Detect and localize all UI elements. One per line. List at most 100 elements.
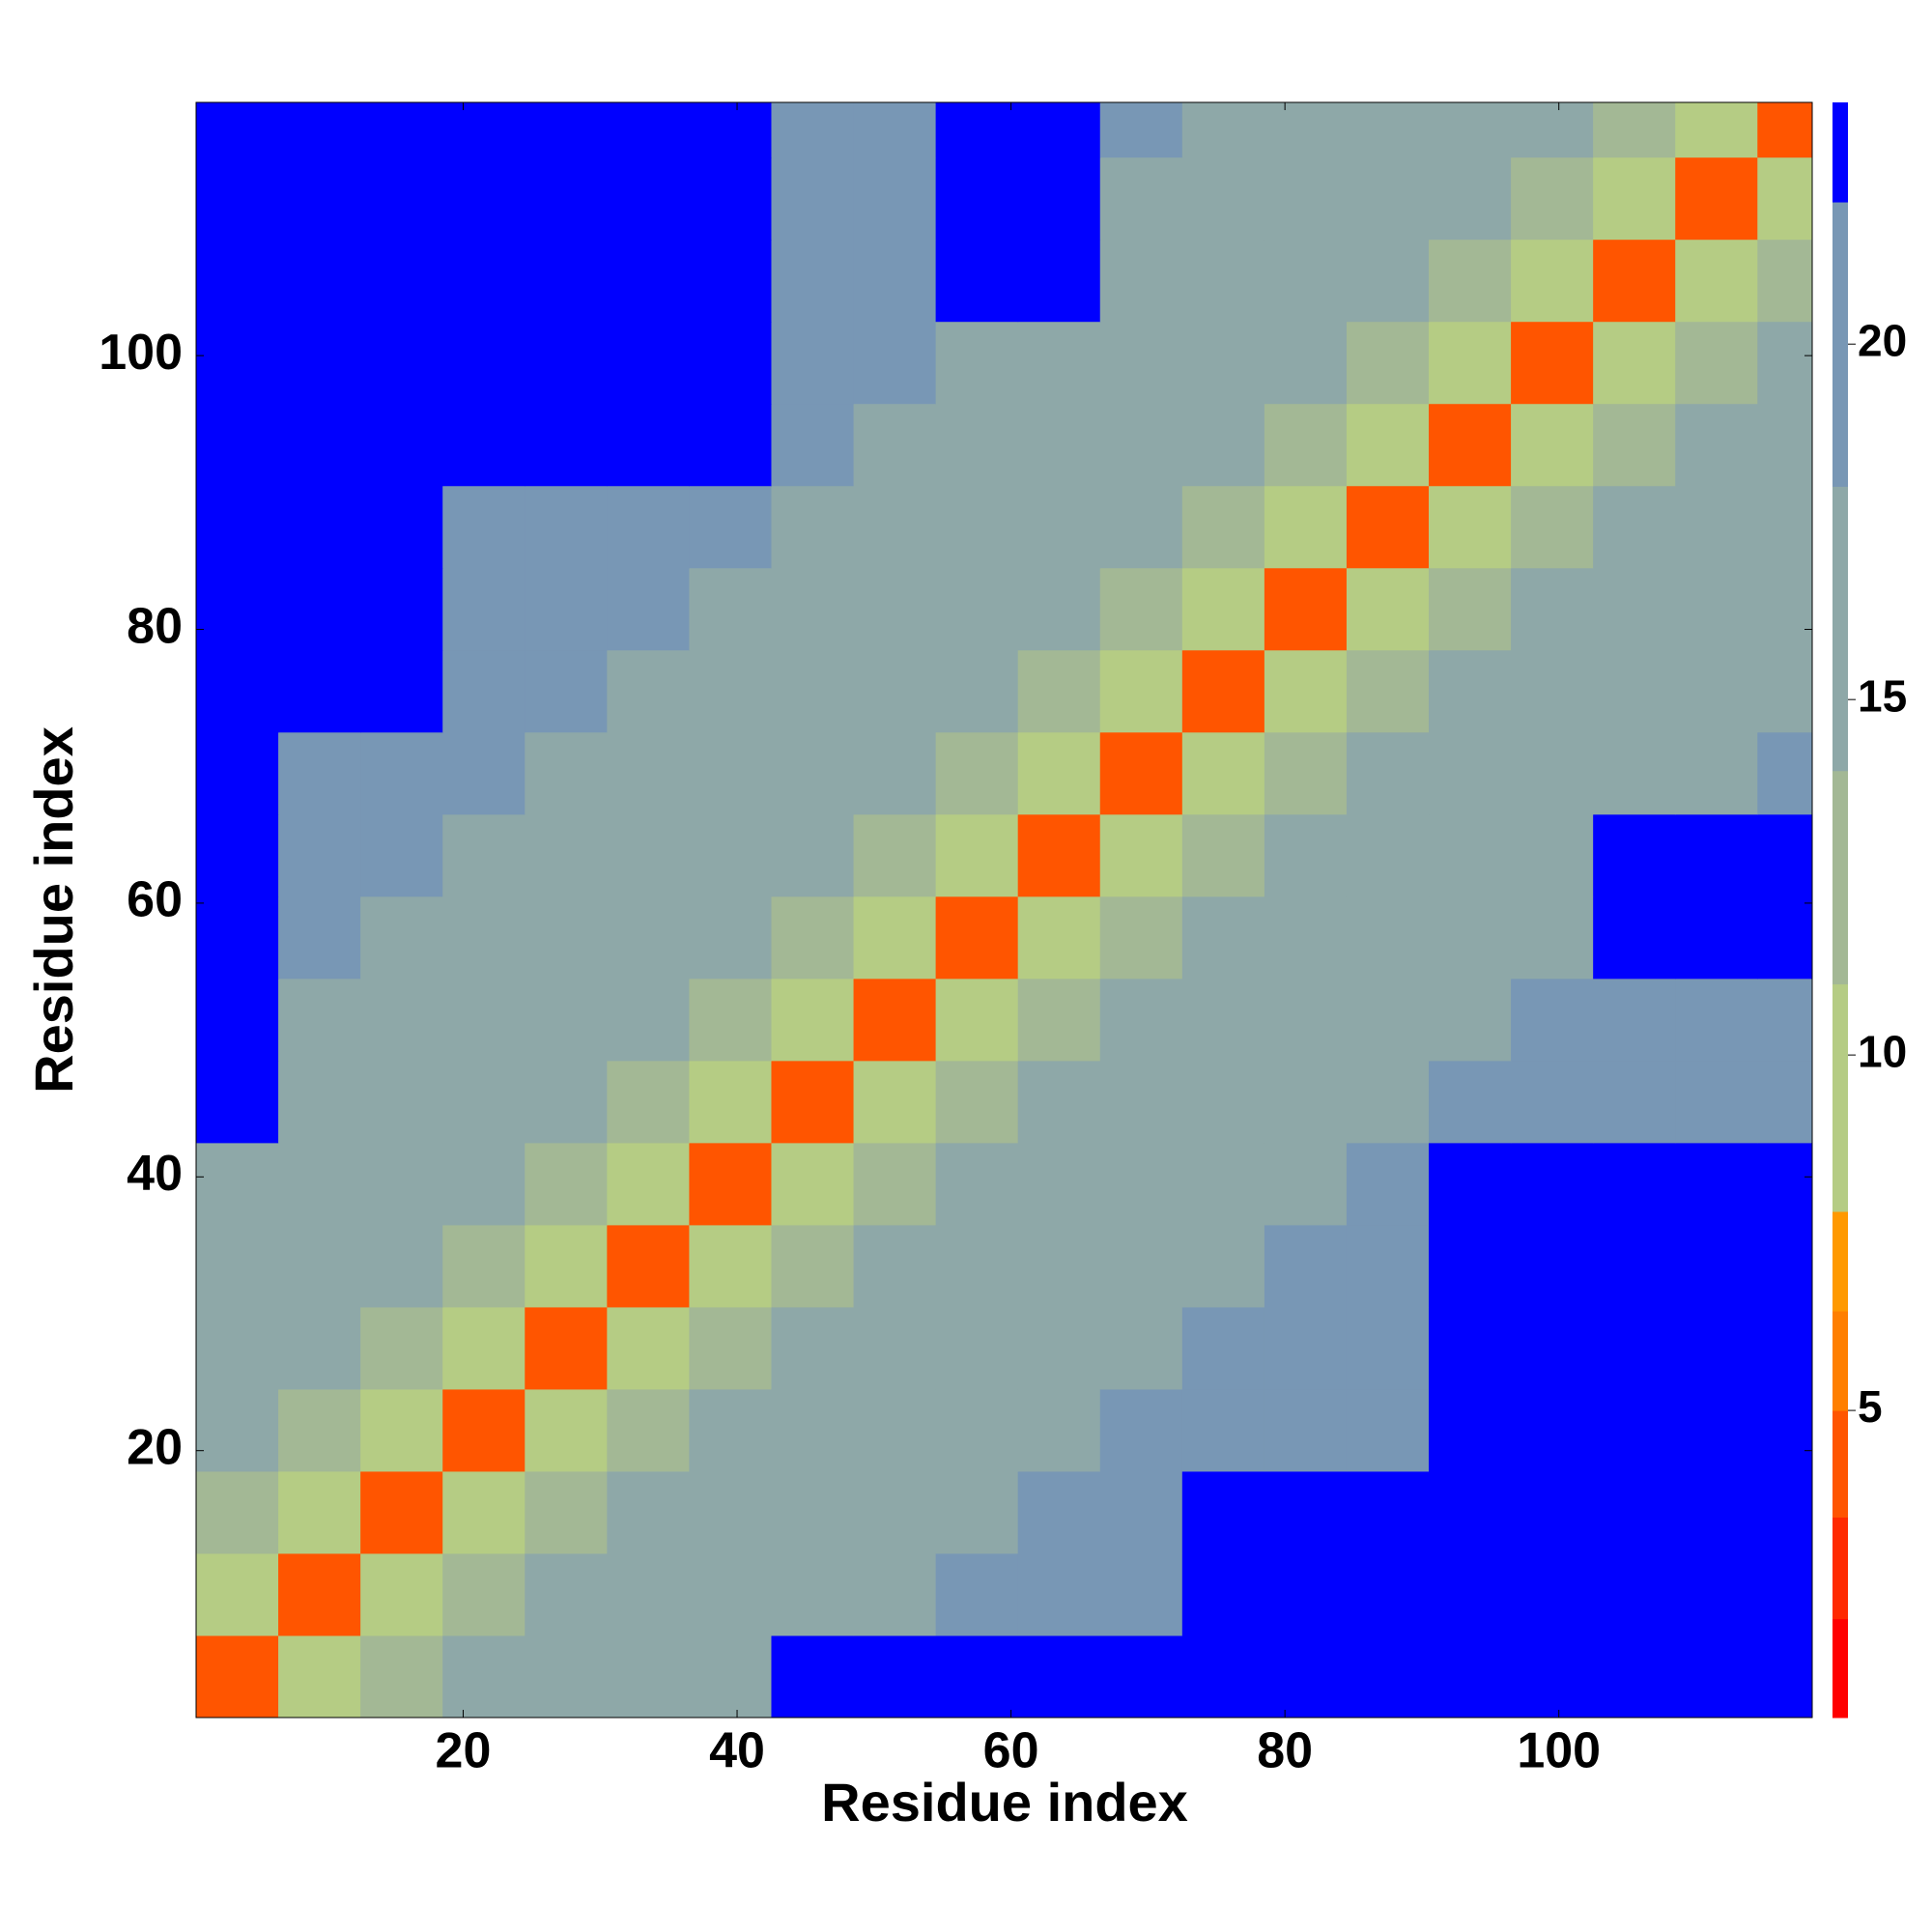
heatmap-cell <box>935 485 1019 569</box>
heatmap-cell <box>1429 567 1512 651</box>
heatmap-cell <box>689 731 772 815</box>
heatmap-cell <box>1346 403 1430 487</box>
heatmap-cell <box>853 1470 937 1554</box>
heatmap-cell <box>771 321 855 405</box>
heatmap-cell <box>196 156 279 241</box>
heatmap-cell <box>1593 156 1676 241</box>
heatmap-cell <box>1757 813 1813 897</box>
heatmap-cell <box>1099 239 1183 323</box>
heatmap-cell <box>1675 1552 1758 1636</box>
heatmap-cell <box>853 895 937 980</box>
heatmap-cell <box>1017 731 1101 815</box>
x-tick-label: 60 <box>983 1723 1039 1779</box>
heatmap-cell <box>853 1634 937 1719</box>
heatmap-cell <box>1017 1224 1101 1308</box>
heatmap-cell <box>196 731 279 815</box>
heatmap-cell <box>442 321 526 405</box>
heatmap-cell <box>1511 649 1594 733</box>
heatmap-cell <box>1017 567 1101 651</box>
heatmap-cell <box>1511 567 1594 651</box>
colorbar-segment <box>1833 1618 1848 1719</box>
heatmap-cell <box>935 978 1019 1062</box>
heatmap-cell <box>360 895 443 980</box>
heatmap-cell <box>1346 321 1430 405</box>
heatmap-cell <box>1099 978 1183 1062</box>
heatmap-cell <box>278 978 361 1062</box>
heatmap-cell <box>1757 102 1813 158</box>
heatmap-cell <box>1757 567 1813 651</box>
heatmap-cell <box>1429 1224 1512 1308</box>
heatmap-cell <box>853 485 937 569</box>
x-tick-label: 100 <box>1517 1723 1601 1779</box>
heatmap-cell <box>525 895 608 980</box>
heatmap-cell <box>1181 567 1265 651</box>
x-tick-label: 80 <box>1257 1723 1313 1779</box>
heatmap-cell <box>360 813 443 897</box>
heatmap-cell <box>1429 978 1512 1062</box>
colorbar-tick-label: 20 <box>1858 315 1907 365</box>
heatmap-cell <box>689 321 772 405</box>
heatmap-cell <box>1675 978 1758 1062</box>
heatmap-cell <box>360 485 443 569</box>
heatmap-cell <box>935 403 1019 487</box>
heatmap-cell <box>771 102 855 158</box>
heatmap-cell <box>1181 1060 1265 1144</box>
heatmap-cell <box>1593 485 1676 569</box>
colorbar-tick-label: 10 <box>1858 1026 1907 1076</box>
colorbar-tick-label: 5 <box>1858 1381 1883 1432</box>
heatmap-cell <box>442 1142 526 1226</box>
heatmap-cell <box>1099 813 1183 897</box>
heatmap-cell <box>1264 1224 1348 1308</box>
heatmap-cell <box>360 1552 443 1636</box>
heatmap-cell <box>442 1224 526 1308</box>
heatmap-cell <box>278 321 361 405</box>
heatmap-cell <box>1675 1470 1758 1554</box>
heatmap-cell <box>360 1634 443 1719</box>
heatmap-cell <box>442 1388 526 1472</box>
heatmap-cell <box>525 102 608 158</box>
heatmap-cell <box>196 485 279 569</box>
colorbar-segment <box>1833 983 1848 1212</box>
heatmap-cell <box>1264 978 1348 1062</box>
heatmap-cell <box>525 1224 608 1308</box>
heatmap-cell <box>1346 1142 1430 1226</box>
heatmap-cell <box>1593 567 1676 651</box>
colorbar-tick-label: 15 <box>1858 670 1907 721</box>
heatmap-cell <box>1675 1142 1758 1226</box>
y-axis-label: Residue index <box>23 726 84 1094</box>
heatmap-cell <box>1757 1224 1813 1308</box>
heatmap-cell <box>1511 813 1594 897</box>
heatmap-cell <box>607 156 690 241</box>
heatmap-cell <box>1346 1060 1430 1144</box>
heatmap-cell <box>1593 1552 1676 1636</box>
heatmap-cell <box>853 731 937 815</box>
heatmap-cell <box>771 1306 855 1390</box>
heatmap-cell <box>442 485 526 569</box>
heatmap-cell <box>771 649 855 733</box>
heatmap-cell <box>935 1060 1019 1144</box>
heatmap-cell <box>935 1470 1019 1554</box>
heatmap-cell <box>196 649 279 733</box>
heatmap-cell <box>196 1388 279 1472</box>
heatmap-cell <box>935 567 1019 651</box>
heatmap-cell <box>442 1470 526 1554</box>
heatmap-cell <box>278 1552 361 1636</box>
heatmap-cell <box>1429 1142 1512 1226</box>
heatmap-cell <box>1264 1634 1348 1719</box>
heatmap-cell <box>442 895 526 980</box>
heatmap-cell <box>1017 1634 1101 1719</box>
heatmap-cell <box>1757 1388 1813 1472</box>
heatmap-cell <box>525 1306 608 1390</box>
heatmap-cell <box>1757 895 1813 980</box>
heatmap-cell <box>689 978 772 1062</box>
y-tick-label: 20 <box>127 1419 183 1475</box>
heatmap-cell <box>853 403 937 487</box>
heatmap-cell <box>1429 1470 1512 1554</box>
heatmap-cell <box>1181 1470 1265 1554</box>
heatmap-cell <box>1593 239 1676 323</box>
heatmap-cell <box>525 567 608 651</box>
heatmap-cell <box>935 1142 1019 1226</box>
heatmap-cell <box>689 895 772 980</box>
heatmap-cell <box>360 1060 443 1144</box>
heatmap-cell <box>771 403 855 487</box>
